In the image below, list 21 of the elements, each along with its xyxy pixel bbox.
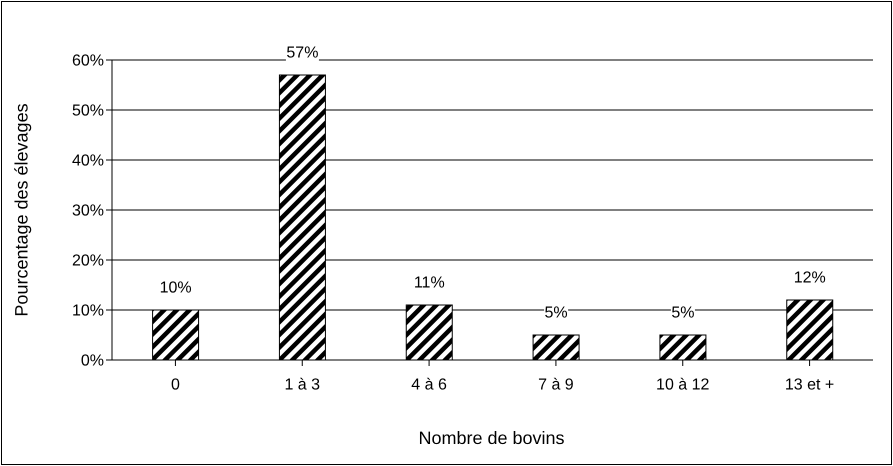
x-axis-title: Nombre de bovins	[417, 428, 566, 449]
y-axis-title: Pourcentage des élevages	[12, 103, 32, 317]
y-tick-label: 0%	[80, 352, 104, 370]
x-tick-label: 0	[170, 376, 180, 394]
data-label: 10%	[160, 280, 192, 296]
x-tick-label: 4 à 6	[411, 376, 447, 394]
data-label: 5%	[671, 304, 694, 322]
y-tick-label: 30%	[72, 202, 104, 220]
y-tick-label: 60%	[72, 52, 104, 70]
y-tick-label: 10%	[72, 302, 104, 320]
data-label: 5%	[544, 304, 568, 322]
x-tick-label: 1 à 3	[284, 376, 320, 394]
x-tick-label: 13 et +	[784, 376, 834, 394]
data-label: 57%	[286, 44, 318, 62]
x-tick-label: 7 à 9	[538, 376, 574, 394]
x-tick-label: 10 à 12	[656, 376, 710, 394]
y-tick-label: 50%	[72, 102, 104, 120]
y-tick-label: 40%	[72, 152, 104, 170]
y-tick-label: 20%	[72, 252, 104, 270]
data-label: 12%	[794, 270, 826, 286]
data-label: 11%	[414, 274, 445, 292]
